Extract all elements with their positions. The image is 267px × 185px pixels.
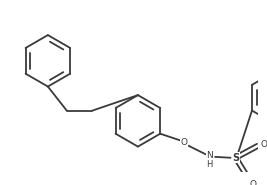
Text: O: O — [249, 180, 256, 185]
Text: O: O — [181, 138, 188, 147]
Text: S: S — [232, 153, 239, 163]
Text: H: H — [206, 160, 212, 169]
Text: N: N — [207, 151, 213, 160]
Text: O: O — [261, 139, 267, 149]
